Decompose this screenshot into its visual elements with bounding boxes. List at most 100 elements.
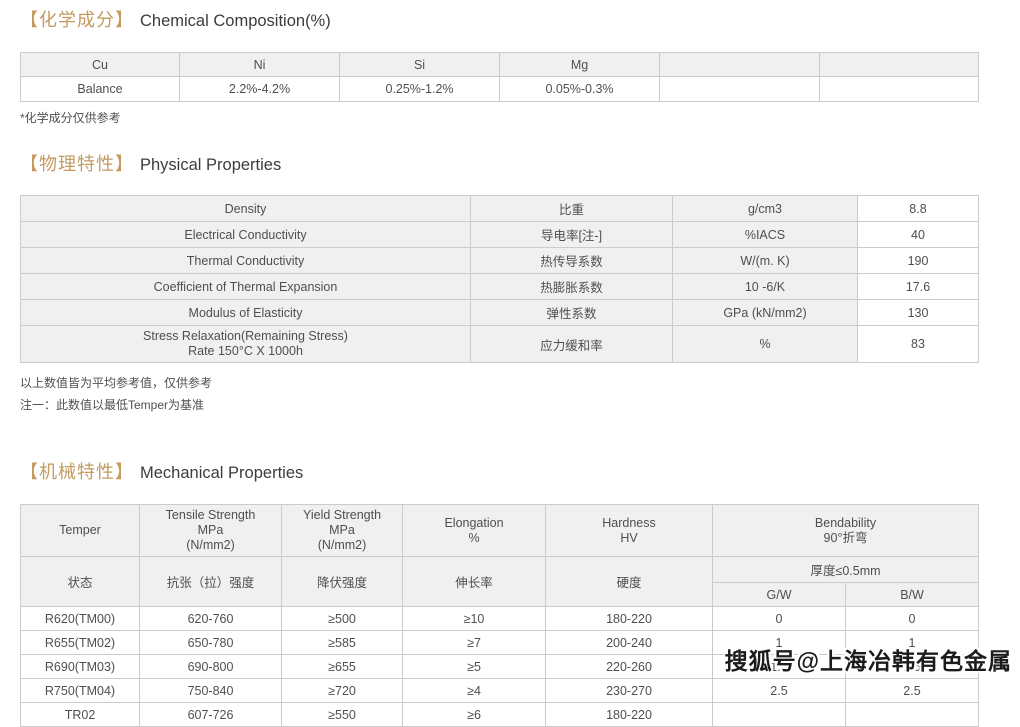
- mechanical-title-en: Mechanical Properties: [140, 464, 304, 482]
- mechanical-header-row-zh: 状态 抗张（拉）强度 降伏强度 伸长率 硬度 厚度≤0.5mm: [20, 556, 979, 607]
- physical-row-electrical-conductivity: Electrical Conductivity 导电率[注-] %IACS 40: [20, 221, 979, 248]
- physical-row-modulus-of-elasticity: Modulus of Elasticity 弹性系数 GPa (kN/mm2) …: [20, 299, 979, 326]
- phys-name-en: Density: [20, 195, 471, 222]
- chem-header-si: Si: [339, 52, 500, 77]
- page: 【化学成分】 Chemical Composition(%) Cu Ni Si M…: [20, 8, 1020, 727]
- mech-yield: ≥550: [281, 702, 403, 727]
- physical-title-zh: 【物理特性】: [20, 154, 134, 174]
- mechanical-row-r750: R750(TM04) 750-840 ≥720 ≥4 230-270 2.5 2…: [20, 678, 979, 703]
- phys-name-zh: 热膨胀系数: [470, 273, 673, 300]
- physical-notes: 以上数值皆为平均参考值，仅供参考 注一：此数值以最低Temper为基准: [20, 372, 1020, 416]
- mech-tensile: 620-760: [139, 606, 282, 631]
- phys-unit: %: [672, 325, 858, 363]
- chemical-value-row: Balance 2.2%-4.2% 0.25%-1.2% 0.05%-0.3%: [20, 76, 979, 102]
- chem-header-empty-2: [819, 52, 979, 77]
- phys-value: 83: [857, 325, 979, 363]
- mech-header-temper-zh: 状态: [20, 556, 140, 607]
- phys-name-zh: 弹性系数: [470, 299, 673, 326]
- phys-unit: GPa (kN/mm2): [672, 299, 858, 326]
- mech-gw: 1: [712, 630, 846, 655]
- sohu-watermark: 搜狐号@上海冶韩有色金属: [724, 648, 1012, 674]
- phys-name-zh: 导电率[注-]: [470, 221, 673, 248]
- physical-section-title: 【物理特性】 Physical Properties: [20, 152, 1020, 178]
- mech-bw: 2.5: [845, 678, 979, 703]
- phys-unit: g/cm3: [672, 195, 858, 222]
- phys-value: 130: [857, 299, 979, 326]
- mech-hardness: 200-240: [545, 630, 713, 655]
- mech-yield: ≥500: [281, 606, 403, 631]
- chem-header-ni: Ni: [179, 52, 340, 77]
- chem-value-mg: 0.05%-0.3%: [499, 76, 660, 102]
- phys-name-en: Stress Relaxation(Remaining Stress) Rate…: [20, 325, 471, 363]
- chem-value-cu: Balance: [20, 76, 180, 102]
- phys-unit: 10 -6/K: [672, 273, 858, 300]
- mech-header-elongation-zh: 伸长率: [402, 556, 546, 607]
- phys-unit: %IACS: [672, 221, 858, 248]
- chem-header-empty-1: [659, 52, 820, 77]
- mech-elongation: ≥5: [402, 654, 546, 679]
- chem-header-mg: Mg: [499, 52, 660, 77]
- physical-properties-table: Density 比重 g/cm3 8.8 Electrical Conducti…: [20, 195, 979, 363]
- chem-value-ni: 2.2%-4.2%: [179, 76, 340, 102]
- mech-yield: ≥720: [281, 678, 403, 703]
- mech-header-hardness-zh: 硬度: [545, 556, 713, 607]
- physical-row-thermal-conductivity: Thermal Conductivity 热传导系数 W/(m. K) 190: [20, 247, 979, 274]
- mech-temper: R620(TM00): [20, 606, 140, 631]
- mech-header-hardness: Hardness HV: [545, 504, 713, 557]
- chemical-composition-table: Cu Ni Si Mg Balance 2.2%-4.2% 0.25%-1.2%…: [20, 52, 979, 102]
- physical-row-stress-relaxation: Stress Relaxation(Remaining Stress) Rate…: [20, 325, 979, 363]
- mechanical-header-row-en: Temper Tensile Strength MPa (N/mm2) Yiel…: [20, 504, 979, 557]
- mech-header-bw: B/W: [845, 582, 979, 607]
- phys-unit: W/(m. K): [672, 247, 858, 274]
- mech-elongation: ≥7: [402, 630, 546, 655]
- mech-yield: ≥655: [281, 654, 403, 679]
- mech-hardness: 230-270: [545, 678, 713, 703]
- mech-tensile: 690-800: [139, 654, 282, 679]
- mech-tensile: 650-780: [139, 630, 282, 655]
- mech-gw: 0: [712, 606, 846, 631]
- mech-bw: 1.5: [845, 654, 979, 679]
- mech-bw: 0: [845, 606, 979, 631]
- mech-header-yield-zh: 降伏强度: [281, 556, 403, 607]
- mech-elongation: ≥4: [402, 678, 546, 703]
- mech-elongation: ≥10: [402, 606, 546, 631]
- mech-header-tensile-zh: 抗张（拉）强度: [139, 556, 282, 607]
- mechanical-row-tr02: TR02 607-726 ≥550 ≥6 180-220: [20, 702, 979, 727]
- mech-header-tensile-strength: Tensile Strength MPa (N/mm2): [139, 504, 282, 557]
- physical-row-density: Density 比重 g/cm3 8.8: [20, 195, 979, 222]
- phys-value: 17.6: [857, 273, 979, 300]
- mech-hardness: 220-260: [545, 654, 713, 679]
- phys-name-en: Thermal Conductivity: [20, 247, 471, 274]
- phys-name-zh: 应力缓和率: [470, 325, 673, 363]
- phys-value: 190: [857, 247, 979, 274]
- phys-name-zh: 热传导系数: [470, 247, 673, 274]
- chem-value-si: 0.25%-1.2%: [339, 76, 500, 102]
- phys-name-zh: 比重: [470, 195, 673, 222]
- phys-name-en: Electrical Conductivity: [20, 221, 471, 248]
- phys-value: 40: [857, 221, 979, 248]
- phys-name-en: Coefficient of Thermal Expansion: [20, 273, 471, 300]
- chemical-title-en: Chemical Composition(%): [140, 12, 331, 30]
- mech-elongation: ≥6: [402, 702, 546, 727]
- mech-header-bendability: Bendability 90°折弯: [712, 504, 979, 557]
- mech-header-yield-strength: Yield Strength MPa (N/mm2): [281, 504, 403, 557]
- mech-hardness: 180-220: [545, 702, 713, 727]
- chemical-section-title: 【化学成分】 Chemical Composition(%): [20, 8, 1020, 34]
- phys-name-en: Modulus of Elasticity: [20, 299, 471, 326]
- mech-tensile: 750-840: [139, 678, 282, 703]
- mech-temper: TR02: [20, 702, 140, 727]
- physical-row-thermal-expansion: Coefficient of Thermal Expansion 热膨胀系数 1…: [20, 273, 979, 300]
- mech-header-elongation: Elongation %: [402, 504, 546, 557]
- mechanical-properties-table: Temper Tensile Strength MPa (N/mm2) Yiel…: [20, 504, 979, 727]
- mechanical-row-r655: R655(TM02) 650-780 ≥585 ≥7 200-240 1 1: [20, 630, 979, 655]
- chem-value-empty-2: [819, 76, 979, 102]
- chemical-note: *化学成分仅供参考: [20, 111, 121, 125]
- mechanical-title-zh: 【机械特性】: [20, 462, 134, 482]
- chem-value-empty-1: [659, 76, 820, 102]
- mechanical-header-row-bend: G/W B/W: [21, 582, 979, 607]
- mech-header-thickness: 厚度≤0.5mm: [712, 556, 979, 583]
- mechanical-section-title: 【机械特性】 Mechanical Properties: [20, 460, 1020, 486]
- physical-note-1: 以上数值皆为平均参考值，仅供参考: [20, 376, 213, 390]
- mech-temper: R750(TM04): [20, 678, 140, 703]
- mech-bw: [845, 702, 979, 727]
